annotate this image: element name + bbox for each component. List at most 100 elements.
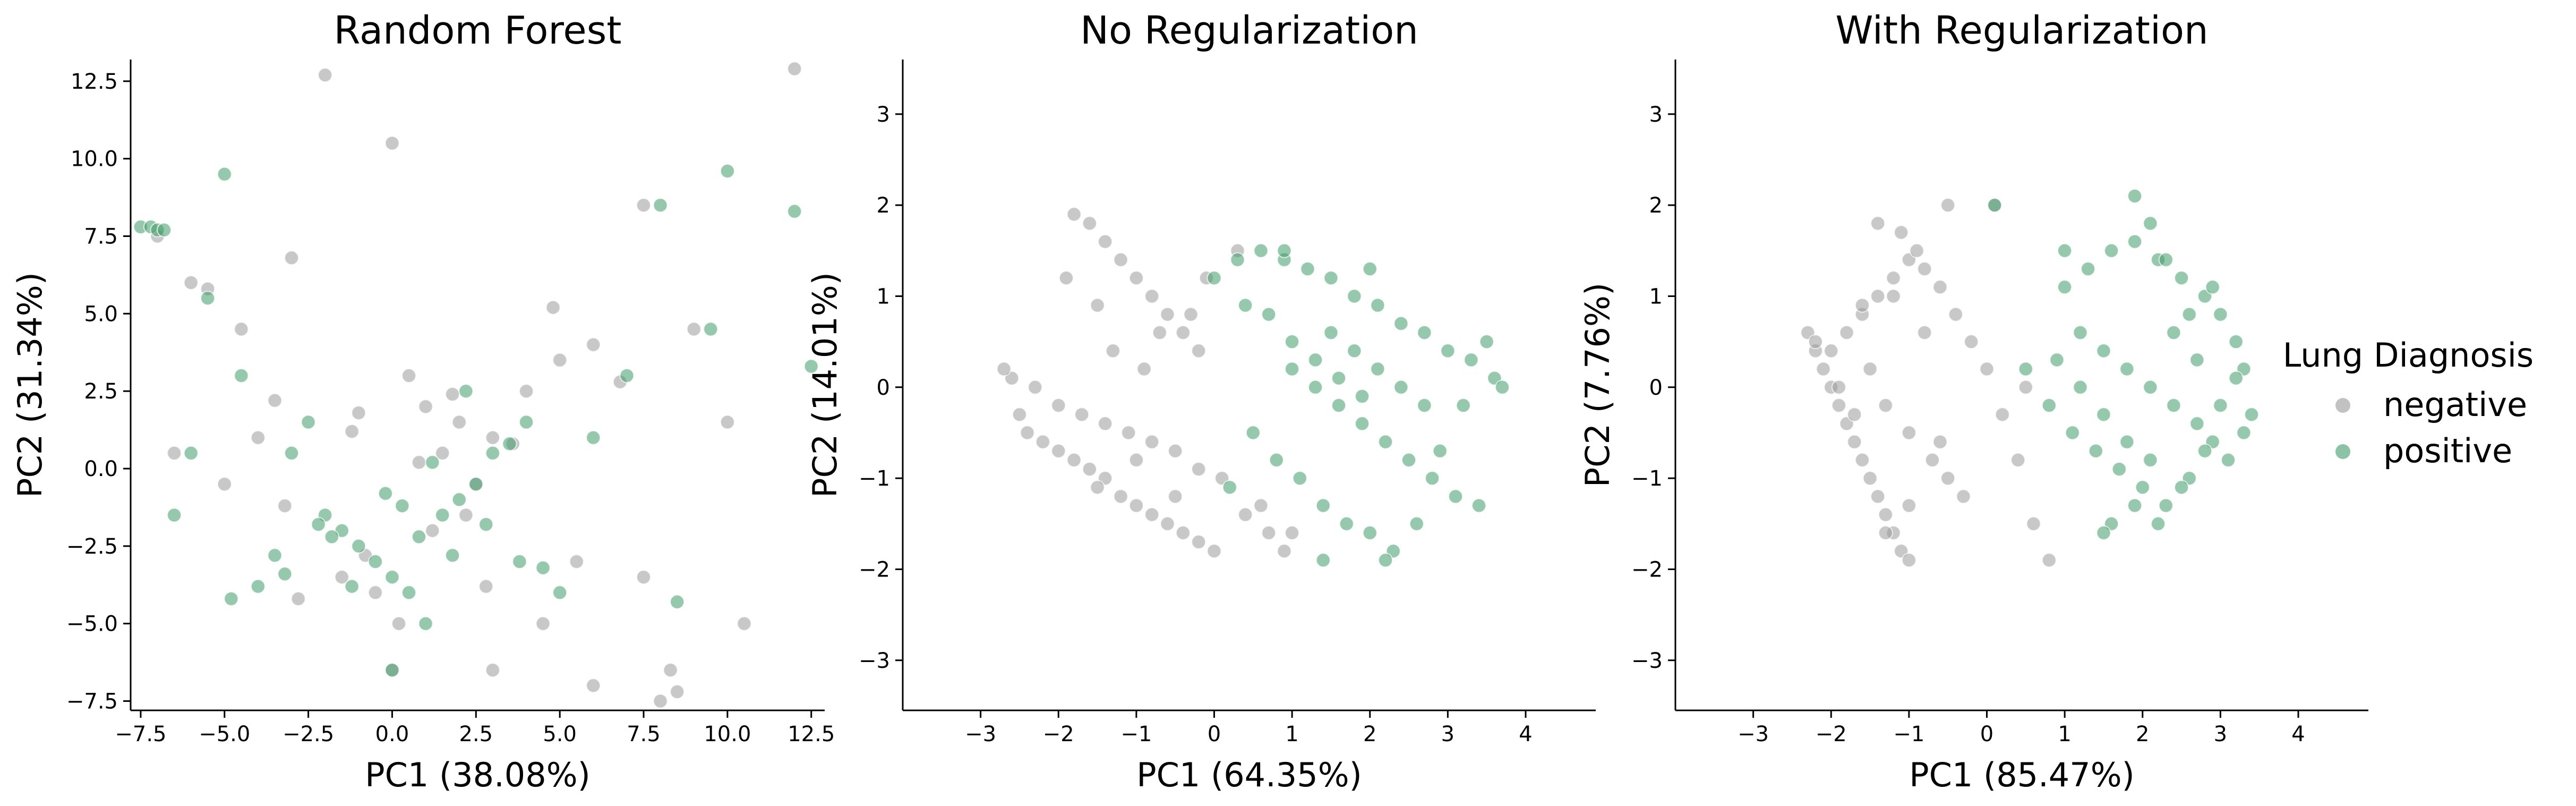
data-point-negative — [1940, 471, 1956, 486]
x-tick-label: 10.0 — [704, 722, 751, 746]
axes-random-forest: −7.5 −5.0 −2.5 0.0 2.5 5.0 7.5 10.0 12.5 −7.5 −5.0… — [66, 60, 835, 746]
data-point-positive — [519, 414, 534, 430]
data-point-negative — [1082, 216, 1097, 231]
data-point-negative — [1082, 462, 1097, 477]
x-tick-label: 3 — [1441, 722, 1454, 746]
x-tick-label: −1 — [1120, 722, 1152, 746]
x-axis-label: PC1 (64.35%) — [1136, 756, 1362, 794]
y-tick-label: 1 — [877, 284, 890, 309]
data-point-positive — [2166, 398, 2181, 413]
data-point-positive — [2213, 307, 2228, 322]
data-point-negative — [284, 250, 299, 266]
y-tick-label: 3 — [1649, 103, 1663, 127]
data-point-positive — [2073, 379, 2088, 395]
data-point-negative — [267, 393, 283, 408]
data-point-positive — [2096, 407, 2111, 422]
y-tick-label: −2 — [1631, 557, 1663, 582]
panel-with-regularization: −3 −2 −1 0 1 2 3 4 −3 −2 −1 0 1 2 3 With Regularizatio… — [1578, 8, 2368, 794]
data-point-negative — [1136, 361, 1152, 377]
data-point-positive — [2119, 434, 2135, 449]
data-point-positive — [720, 164, 735, 179]
data-point-negative — [1878, 507, 1893, 522]
data-point-negative — [1051, 398, 1066, 413]
data-point-positive — [535, 560, 551, 575]
data-point-negative — [1854, 452, 1870, 468]
data-point-negative — [653, 693, 668, 709]
x-tick-label: −1 — [1893, 722, 1924, 746]
x-tick-label: −5.0 — [199, 722, 250, 746]
data-point-positive — [1432, 443, 1448, 459]
data-point-negative — [1191, 534, 1206, 549]
data-point-negative — [1932, 434, 1948, 449]
data-point-negative — [1901, 498, 1916, 513]
data-point-positive — [435, 507, 450, 523]
data-point-positive — [2151, 516, 2166, 531]
data-point-negative — [1261, 525, 1277, 540]
data-point-positive — [2057, 243, 2073, 258]
data-point-positive — [2197, 443, 2213, 459]
legend: Lung Diagnosis negative positive — [2283, 336, 2534, 470]
data-point-positive — [157, 222, 172, 237]
data-point-negative — [535, 616, 551, 631]
data-point-negative — [1831, 398, 1846, 413]
data-point-negative — [391, 616, 407, 631]
data-point-negative — [1128, 270, 1144, 286]
data-point-positive — [1253, 243, 1269, 258]
scatter-points-with-regularization — [1800, 189, 2260, 568]
data-point-negative — [1886, 289, 1901, 304]
data-point-positive — [619, 368, 635, 383]
data-point-negative — [1847, 407, 1862, 422]
data-point-negative — [1175, 325, 1191, 340]
data-point-negative — [1175, 525, 1191, 540]
panel-random-forest: −7.5 −5.0 −2.5 0.0 2.5 5.0 7.5 10.0 12.5 −7.5 −5.0… — [11, 8, 835, 794]
y-axis-label: PC2 (14.01%) — [806, 272, 844, 498]
y-tick-label: 0.0 — [84, 457, 118, 481]
data-point-positive — [1393, 379, 1409, 395]
data-point-positive — [502, 436, 517, 452]
y-tick-label: 0 — [1649, 376, 1663, 400]
data-point-positive — [1355, 388, 1370, 404]
data-point-negative — [1098, 416, 1113, 431]
data-point-positive — [1471, 498, 1487, 513]
data-point-positive — [217, 166, 232, 182]
data-point-negative — [1948, 307, 1963, 322]
data-point-positive — [1393, 316, 1409, 331]
data-point-positive — [250, 579, 266, 594]
data-point-positive — [1323, 270, 1339, 286]
y-tick-label: 1 — [1649, 284, 1663, 309]
data-point-negative — [412, 455, 426, 470]
data-point-positive — [378, 486, 393, 501]
data-point-positive — [703, 321, 718, 337]
data-point-positive — [1362, 525, 1377, 540]
x-tick-label: 1 — [2058, 722, 2071, 746]
data-point-negative — [586, 678, 601, 693]
data-point-positive — [2205, 279, 2220, 295]
scatter-points-random-forest — [133, 61, 819, 709]
data-point-positive — [234, 368, 249, 383]
data-point-negative — [996, 361, 1012, 377]
data-point-positive — [2041, 398, 2057, 413]
legend-marker-positive — [2335, 444, 2350, 459]
x-tick-label: 2.5 — [459, 722, 493, 746]
data-point-positive — [1378, 553, 1393, 568]
data-point-positive — [351, 538, 366, 554]
data-point-positive — [2143, 379, 2158, 395]
data-point-negative — [686, 321, 701, 337]
data-point-negative — [670, 684, 685, 699]
data-point-positive — [2096, 525, 2111, 540]
y-tick-label: 0 — [877, 376, 890, 400]
data-point-positive — [1331, 398, 1347, 413]
data-point-positive — [2228, 334, 2244, 350]
data-point-negative — [787, 61, 802, 77]
x-axis-label: PC1 (85.47%) — [1909, 756, 2135, 794]
data-point-positive — [1355, 416, 1370, 431]
data-point-positive — [1292, 471, 1307, 486]
data-point-negative — [1113, 252, 1128, 267]
data-point-positive — [1308, 379, 1323, 395]
data-point-positive — [1409, 516, 1424, 531]
data-point-positive — [1315, 498, 1331, 513]
data-point-negative — [569, 554, 584, 569]
data-point-positive — [1315, 553, 1331, 568]
data-point-negative — [1051, 443, 1066, 459]
data-point-negative — [334, 570, 349, 585]
